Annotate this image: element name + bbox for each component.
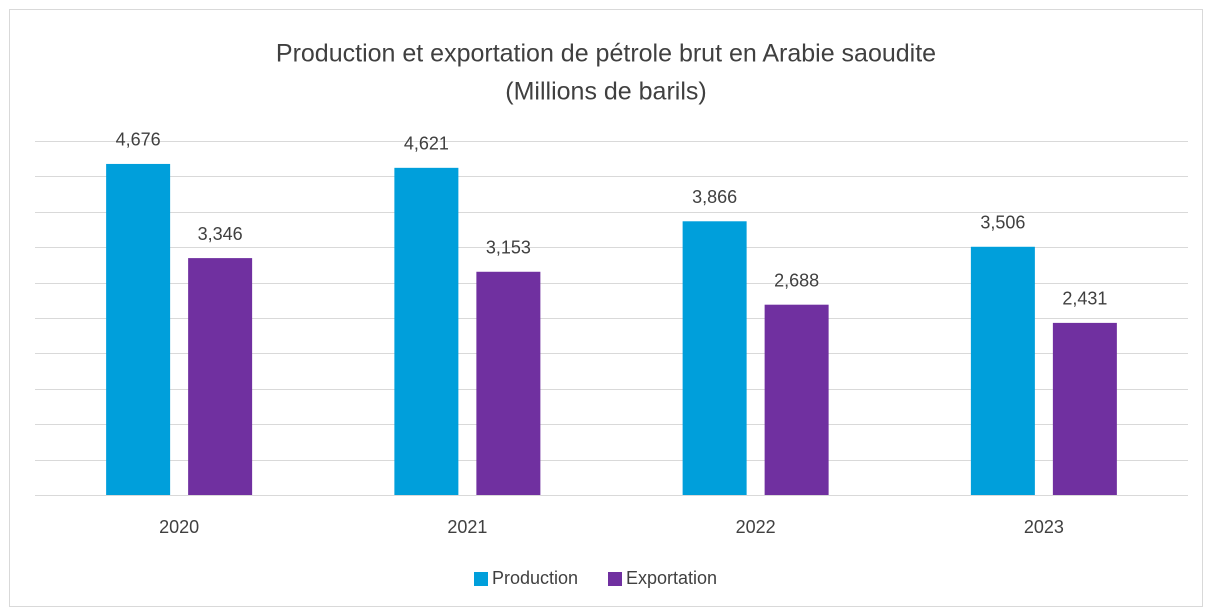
bar <box>394 167 459 496</box>
bar <box>188 258 253 495</box>
bar <box>1052 322 1117 495</box>
bar <box>476 271 541 495</box>
legend-label: Exportation <box>626 568 717 588</box>
value-label: 3,506 <box>980 213 1025 233</box>
value-label: 3,346 <box>198 224 243 244</box>
value-label: 2,688 <box>774 270 819 290</box>
value-label: 3,866 <box>692 187 737 207</box>
x-tick-label: 2020 <box>159 517 199 537</box>
chart-title: (Millions de barils) <box>505 78 706 106</box>
x-tick-label: 2023 <box>1024 517 1064 537</box>
x-tick-label: 2021 <box>447 517 487 537</box>
legend-swatch <box>474 572 488 586</box>
bar <box>106 163 171 495</box>
value-label: 3,153 <box>486 238 531 258</box>
legend-swatch <box>608 572 622 586</box>
legend-label: Production <box>492 568 578 588</box>
bar <box>970 246 1035 495</box>
bar <box>764 304 829 495</box>
value-label: 2,431 <box>1062 289 1107 309</box>
x-tick-label: 2022 <box>736 517 776 537</box>
bar <box>682 221 747 495</box>
chart-title: Production et exportation de pétrole bru… <box>276 40 936 68</box>
value-label: 4,621 <box>404 134 449 154</box>
value-label: 4,676 <box>116 130 161 150</box>
